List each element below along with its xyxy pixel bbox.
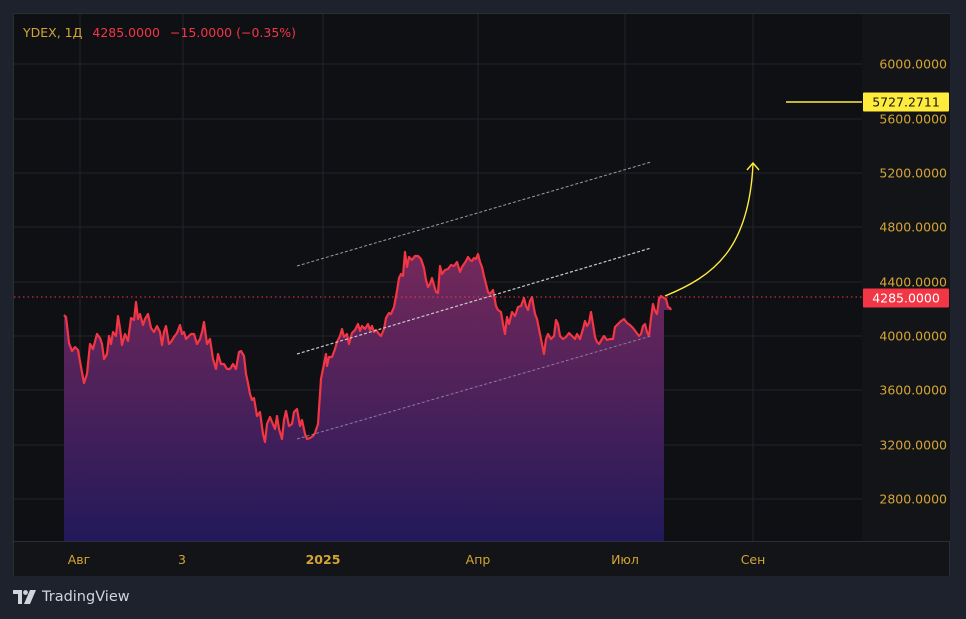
price-chart-svg <box>14 14 862 541</box>
arrow-head-icon <box>746 161 760 171</box>
tradingview-logo-icon <box>13 590 36 604</box>
time-tick: Сен <box>740 552 766 567</box>
price-area-fill <box>64 252 671 541</box>
price-tick: 5600.0000 <box>879 111 947 127</box>
time-axis[interactable]: Авг 3 2025 Апр Июл Сен <box>14 541 949 576</box>
price-tick: 4000.0000 <box>879 328 947 344</box>
price-tick: 4800.0000 <box>879 219 947 235</box>
price-change: −15.0000 (−0.35%) <box>169 25 297 40</box>
symbol-legend[interactable]: YDEX, 1Д 4285.0000 −15.0000 (−0.35%) <box>23 25 296 40</box>
price-tick: 6000.0000 <box>879 56 947 72</box>
channel-lower <box>296 335 652 440</box>
brand-name: TradingView <box>42 589 130 605</box>
channel-middle <box>296 247 652 355</box>
last-price-label: 4285.0000 <box>863 288 949 308</box>
time-tick: Июл <box>611 552 639 567</box>
symbol-name: YDEX, 1Д <box>23 25 83 40</box>
time-tick: Апр <box>465 552 491 567</box>
price-tick: 3200.0000 <box>879 437 947 453</box>
price-tick: 5200.0000 <box>879 165 947 181</box>
forecast-arrow <box>664 163 754 297</box>
price-tick: 2800.0000 <box>879 491 947 507</box>
time-tick-year: 2025 <box>305 552 341 567</box>
price-axis[interactable]: 6000.0000 5600.0000 5200.0000 4800.0000 … <box>862 14 950 541</box>
last-price-value: 4285.0000 <box>92 25 160 40</box>
parallel-channel <box>296 161 652 440</box>
target-price-label: 5727.2711 <box>863 92 949 112</box>
time-tick: 3 <box>178 552 186 567</box>
price-tick: 3600.0000 <box>879 382 947 398</box>
tradingview-brand[interactable]: TradingView <box>13 589 130 605</box>
price-tick: 4400.0000 <box>879 274 947 290</box>
chart-frame: YDEX, 1Д 4285.0000 −15.0000 (−0.35%) 600… <box>13 13 950 576</box>
chart-pane[interactable]: YDEX, 1Д 4285.0000 −15.0000 (−0.35%) <box>14 14 862 541</box>
time-tick: Авг <box>67 552 91 567</box>
price-line <box>63 250 672 444</box>
channel-upper <box>296 161 652 267</box>
